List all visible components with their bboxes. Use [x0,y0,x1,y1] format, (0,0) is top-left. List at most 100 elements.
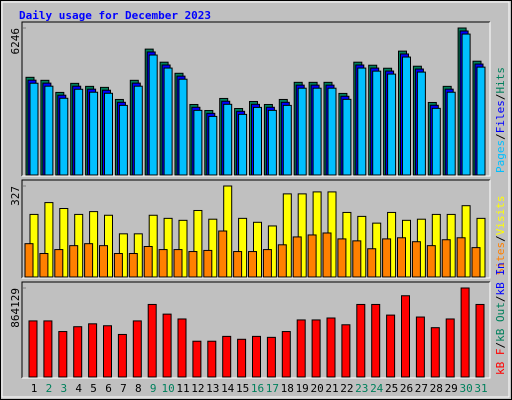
bar [352,240,362,278]
y-tick-label: 327 [9,186,22,206]
bar [312,87,322,176]
bar [297,193,307,278]
x-tick-label: 20 [310,382,323,395]
bar [282,193,292,278]
bar [445,318,455,378]
x-tick-label: 6 [105,382,112,395]
bar [430,327,440,378]
bar [43,320,53,378]
bar [266,336,276,378]
x-tick-label: 11 [176,382,189,395]
bar [386,314,396,378]
bar [192,340,202,378]
bar [356,303,366,378]
bar [476,66,486,176]
bar [456,237,466,278]
y-tick-label: 6246 [9,28,22,55]
x-tick-label: 5 [90,382,97,395]
bar [367,248,377,278]
x-tick-label: 3 [60,382,67,395]
bar [460,287,470,378]
legend: Sites/Visits [494,196,507,276]
x-tick-label: 25 [385,382,398,395]
bar [163,217,173,278]
legend-entry: Pages [494,140,507,173]
bar [193,109,203,176]
legend-entry: Hits [494,67,507,94]
x-tick-label: 8 [135,382,142,395]
bar [311,319,321,378]
bar [327,87,337,176]
bar [292,236,302,278]
bar [342,98,352,176]
bar [262,249,272,278]
bar [415,316,425,378]
chart-title: Daily usage for December 2023 [19,9,211,22]
bar [382,238,392,278]
bar [113,253,123,278]
plot-bevel [22,22,491,177]
bar [218,230,228,278]
bar [69,245,79,278]
bar [44,202,54,278]
bar [341,324,351,378]
bar [222,335,232,378]
bar [89,91,99,176]
legend-entry: kB In [494,262,507,295]
x-tick-label: 26 [400,382,413,395]
plot-bevel [22,180,491,279]
bar [163,67,173,176]
bar [58,331,68,378]
bar [208,218,218,278]
y-tick-label: 864129 [9,288,22,328]
legend: kB F/kB Out/kB In [494,262,507,375]
bar [74,88,84,176]
x-tick-label: 10 [161,382,174,395]
bar [426,245,436,278]
legend-separator: / [494,342,507,349]
bar [162,313,172,378]
bar [59,208,69,278]
x-tick-label: 22 [340,382,353,395]
plot-bevel [21,21,490,176]
bar [84,243,94,278]
bar [73,326,83,378]
bar [158,249,168,278]
bar [248,251,257,278]
bar [178,78,188,176]
x-tick-label: 28 [430,382,443,395]
bar [475,303,485,378]
bar [208,115,218,176]
legend-entry: Visits [494,196,507,236]
bar [267,109,277,176]
bar [337,238,347,278]
legend-entry: kB F [494,349,507,376]
bar [387,73,397,176]
bar [281,331,291,378]
bar [326,317,336,378]
bar [238,113,248,176]
bar [402,56,411,176]
bar [307,234,317,278]
bar [203,249,213,278]
bar [207,340,217,378]
legend-separator: / [494,235,507,242]
legend-separator: / [494,133,507,140]
bar [322,232,332,278]
bar [282,104,292,176]
bar [441,239,451,278]
bar [39,253,49,278]
bar [223,103,233,176]
bar [401,295,410,378]
bar [252,335,261,378]
bar [371,303,381,378]
bar [59,97,69,176]
bar [118,104,128,176]
bar [54,249,64,278]
bar [471,247,481,278]
plot-bevel [22,282,491,379]
x-tick-label: 14 [221,382,235,395]
bar [148,54,158,176]
bar [233,251,243,278]
bar [177,318,187,378]
